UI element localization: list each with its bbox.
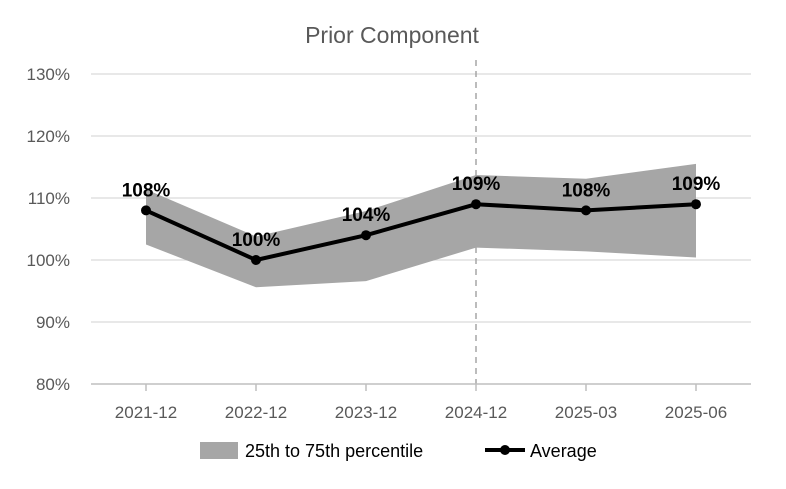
y-tick-label: 110% [28, 189, 70, 208]
y-tick-label: 100% [27, 251, 70, 270]
data-label: 109% [672, 174, 721, 195]
data-point [581, 205, 591, 216]
x-axis-ticks: 2021-12 2022-12 2023-12 2024-12 2025-03 2025-… [115, 403, 727, 422]
x-tick-label: 2023-12 [335, 403, 397, 422]
data-label: 108% [122, 180, 171, 201]
y-axis-ticks: 80% 90% 100% 110% 120% 130% [27, 65, 70, 394]
y-tick-label: 90% [36, 313, 70, 332]
series-layer [141, 199, 701, 265]
data-label: 109% [452, 174, 501, 195]
data-label: 100% [232, 230, 281, 251]
x-tick-label: 2025-03 [555, 403, 617, 422]
y-tick-label: 130% [27, 65, 70, 84]
legend: 25th to 75th percentile Average [200, 441, 597, 461]
percentile-band-layer [146, 163, 696, 288]
y-tick-label: 120% [27, 127, 70, 146]
legend-average-label: Average [530, 441, 597, 461]
y-tick-label: 80% [36, 375, 70, 394]
x-tick-label: 2022-12 [225, 403, 287, 422]
data-point [141, 205, 151, 216]
legend-band-label: 25th to 75th percentile [245, 441, 423, 461]
x-tick-label: 2024-12 [445, 403, 507, 422]
legend-average-marker [500, 445, 510, 455]
data-label: 108% [562, 180, 611, 201]
data-point [691, 199, 701, 210]
data-point [251, 255, 261, 265]
data-point [361, 230, 371, 241]
legend-band-swatch [200, 442, 238, 459]
percentile-band [146, 163, 696, 288]
x-tick-label: 2025-06 [665, 403, 727, 422]
data-point [471, 199, 481, 210]
x-tick-label: 2021-12 [115, 403, 177, 422]
chart-title: Prior Component [305, 22, 479, 48]
data-label-layer: 108% 100% 104% 109% 108% 109% [122, 174, 721, 251]
data-label: 104% [342, 205, 391, 226]
x-axis [91, 383, 751, 391]
series-average-line [145, 202, 697, 262]
